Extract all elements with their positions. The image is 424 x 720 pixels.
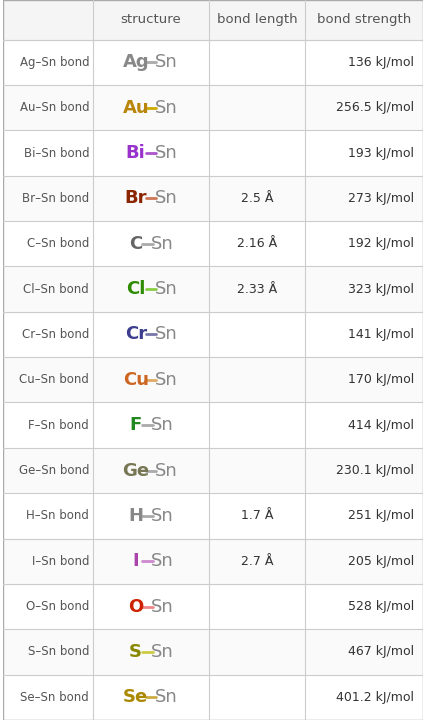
Text: 414 kJ/mol: 414 kJ/mol bbox=[349, 418, 415, 432]
Bar bbox=[3, 221, 423, 266]
Text: Sn: Sn bbox=[151, 598, 174, 616]
Text: S–Sn bond: S–Sn bond bbox=[28, 645, 89, 659]
Text: Bi–Sn bond: Bi–Sn bond bbox=[24, 146, 89, 160]
Bar bbox=[3, 312, 423, 357]
Bar bbox=[3, 629, 423, 675]
Text: Sn: Sn bbox=[151, 552, 174, 570]
Text: Cl–Sn bond: Cl–Sn bond bbox=[23, 282, 89, 296]
Text: Sn: Sn bbox=[151, 643, 174, 661]
Text: I: I bbox=[132, 552, 139, 570]
Text: 401.2 kJ/mol: 401.2 kJ/mol bbox=[337, 690, 415, 704]
Text: 2.33 Å: 2.33 Å bbox=[237, 282, 277, 296]
Text: Au: Au bbox=[123, 99, 149, 117]
Text: Cr: Cr bbox=[125, 325, 147, 343]
Text: structure: structure bbox=[121, 13, 181, 27]
Bar bbox=[3, 130, 423, 176]
Text: Sn: Sn bbox=[155, 688, 178, 706]
Text: H–Sn bond: H–Sn bond bbox=[26, 509, 89, 523]
Text: Sn: Sn bbox=[155, 99, 178, 117]
Bar bbox=[3, 266, 423, 312]
Text: C–Sn bond: C–Sn bond bbox=[27, 237, 89, 251]
Text: 136 kJ/mol: 136 kJ/mol bbox=[349, 55, 415, 69]
Text: H: H bbox=[128, 507, 143, 525]
Text: Br–Sn bond: Br–Sn bond bbox=[22, 192, 89, 205]
Bar bbox=[3, 584, 423, 629]
Bar bbox=[3, 493, 423, 539]
Text: Ag: Ag bbox=[123, 53, 149, 71]
Bar bbox=[3, 539, 423, 584]
Text: Sn: Sn bbox=[155, 53, 178, 71]
Text: F: F bbox=[130, 416, 142, 434]
Text: 467 kJ/mol: 467 kJ/mol bbox=[349, 645, 415, 659]
Text: Sn: Sn bbox=[155, 280, 178, 298]
Text: 2.16 Å: 2.16 Å bbox=[237, 237, 277, 251]
Text: Sn: Sn bbox=[155, 144, 178, 162]
Text: 251 kJ/mol: 251 kJ/mol bbox=[349, 509, 415, 523]
Text: 193 kJ/mol: 193 kJ/mol bbox=[349, 146, 415, 160]
Text: 256.5 kJ/mol: 256.5 kJ/mol bbox=[336, 101, 415, 114]
Text: bond strength: bond strength bbox=[317, 13, 411, 27]
Text: S: S bbox=[129, 643, 142, 661]
Text: Sn: Sn bbox=[155, 462, 178, 480]
Text: 1.7 Å: 1.7 Å bbox=[241, 509, 273, 523]
Text: Ge–Sn bond: Ge–Sn bond bbox=[19, 464, 89, 477]
Text: Sn: Sn bbox=[151, 507, 174, 525]
Text: O–Sn bond: O–Sn bond bbox=[26, 600, 89, 613]
Text: 170 kJ/mol: 170 kJ/mol bbox=[348, 373, 415, 387]
Text: Cl: Cl bbox=[126, 280, 145, 298]
Text: 141 kJ/mol: 141 kJ/mol bbox=[349, 328, 415, 341]
Text: Se–Sn bond: Se–Sn bond bbox=[20, 690, 89, 704]
Text: Cu: Cu bbox=[123, 371, 149, 389]
Text: Cr–Sn bond: Cr–Sn bond bbox=[22, 328, 89, 341]
Bar bbox=[3, 176, 423, 221]
Text: O: O bbox=[128, 598, 143, 616]
Text: Sn: Sn bbox=[155, 189, 178, 207]
Text: 528 kJ/mol: 528 kJ/mol bbox=[348, 600, 415, 613]
Text: Sn: Sn bbox=[151, 235, 174, 253]
Text: Br: Br bbox=[125, 189, 147, 207]
Text: Ge: Ge bbox=[122, 462, 149, 480]
Bar bbox=[3, 0, 423, 40]
Text: Sn: Sn bbox=[155, 371, 178, 389]
Text: Se: Se bbox=[123, 688, 148, 706]
Bar bbox=[3, 675, 423, 720]
Text: 323 kJ/mol: 323 kJ/mol bbox=[349, 282, 415, 296]
Text: 2.5 Å: 2.5 Å bbox=[241, 192, 273, 205]
Bar bbox=[3, 85, 423, 130]
Text: Sn: Sn bbox=[151, 416, 174, 434]
Bar bbox=[3, 448, 423, 493]
Text: 273 kJ/mol: 273 kJ/mol bbox=[349, 192, 415, 205]
Text: 2.7 Å: 2.7 Å bbox=[241, 554, 273, 568]
Text: 230.1 kJ/mol: 230.1 kJ/mol bbox=[337, 464, 415, 477]
Text: 205 kJ/mol: 205 kJ/mol bbox=[348, 554, 415, 568]
Text: bond length: bond length bbox=[217, 13, 297, 27]
Text: 192 kJ/mol: 192 kJ/mol bbox=[349, 237, 415, 251]
Text: F–Sn bond: F–Sn bond bbox=[28, 418, 89, 432]
Text: Sn: Sn bbox=[155, 325, 178, 343]
Text: Cu–Sn bond: Cu–Sn bond bbox=[20, 373, 89, 387]
Bar bbox=[3, 402, 423, 448]
Text: Bi: Bi bbox=[126, 144, 145, 162]
Text: Au–Sn bond: Au–Sn bond bbox=[20, 101, 89, 114]
Text: Ag–Sn bond: Ag–Sn bond bbox=[20, 55, 89, 69]
Text: I–Sn bond: I–Sn bond bbox=[32, 554, 89, 568]
Bar bbox=[3, 357, 423, 402]
Text: C: C bbox=[129, 235, 142, 253]
Bar bbox=[3, 40, 423, 85]
